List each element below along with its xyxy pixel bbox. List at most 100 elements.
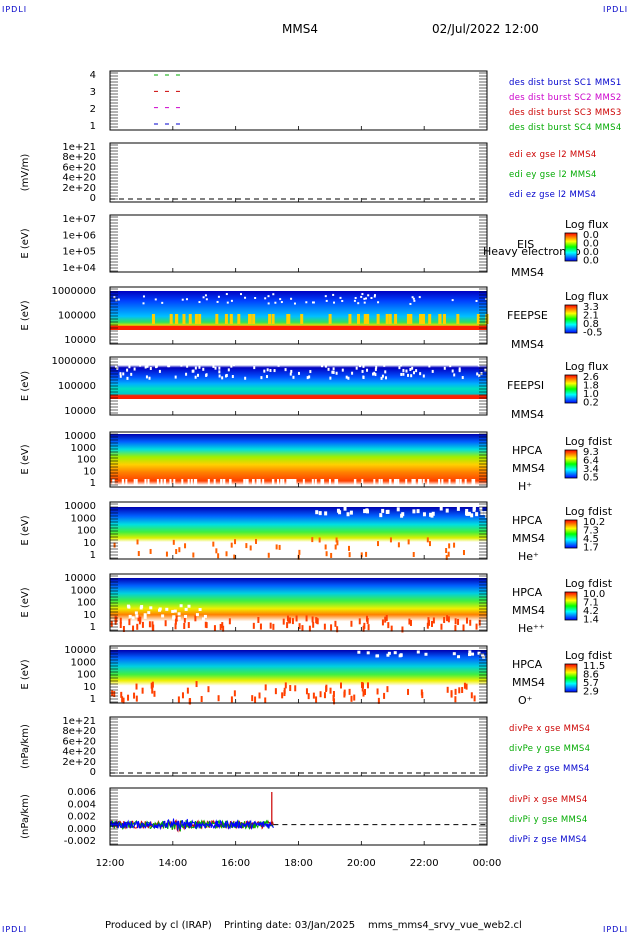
heat-speck (377, 541, 380, 547)
heat-speck (387, 622, 390, 629)
heat-speck (215, 548, 218, 554)
heat-speck (221, 622, 224, 629)
heat-speck (416, 650, 420, 654)
colorbar-label: 1.4 (583, 615, 599, 626)
heat-speck (354, 296, 357, 299)
heat-speck (411, 479, 414, 485)
heat-speck (280, 301, 283, 304)
heat-speck (366, 651, 370, 655)
heat-speck (311, 616, 314, 623)
heat-speck (177, 612, 181, 616)
heat-speck (469, 619, 472, 626)
heat-speck (225, 373, 228, 377)
heat-speck (406, 314, 410, 324)
heat-speck (231, 375, 234, 379)
side-label: MMS4 (512, 532, 545, 545)
y-tick-label: 1e+04 (62, 263, 96, 274)
heat-speck (184, 614, 188, 618)
heat-speck (407, 539, 410, 545)
heat-speck (204, 621, 207, 628)
heat-speck (329, 687, 332, 694)
legend-divpi-1: divPi y gse MMS4 (509, 815, 588, 825)
heat-speck (375, 365, 378, 369)
heat-speck (419, 479, 422, 485)
heat-speck (251, 695, 254, 702)
heat-speck (362, 376, 365, 380)
heat-speck (185, 298, 188, 301)
heat-speck (480, 372, 483, 376)
heat-speck (158, 369, 161, 373)
y-tick-label: 1000 (71, 443, 96, 454)
heat-speck (324, 511, 328, 516)
heat-speck (202, 367, 205, 371)
heat-speck (462, 550, 465, 556)
heat-speck (475, 300, 478, 303)
heat-speck (121, 696, 124, 703)
heat-speck (377, 301, 380, 304)
heat-speck (373, 371, 376, 375)
y-axis-label: (nPa/km) (20, 724, 31, 769)
heat-speck (421, 314, 425, 324)
heat-speck (408, 618, 411, 625)
y-tick-label: 0.006 (67, 787, 96, 798)
heat-speck (407, 373, 410, 377)
heat-speck (449, 364, 452, 368)
heat-speck (233, 554, 236, 560)
heat-speck (409, 314, 413, 324)
heat-speck (272, 293, 275, 296)
heat-speck (175, 549, 178, 555)
heat-speck (194, 375, 197, 379)
side-label: FEEPSI (507, 379, 544, 392)
y-tick-label: 8e+20 (62, 152, 96, 163)
heat-speck (335, 371, 338, 375)
heat-speck (336, 479, 339, 485)
heat-speck (472, 479, 475, 485)
y-tick-label: 1000000 (51, 356, 96, 367)
heat-speck (274, 688, 277, 695)
heat-speck (328, 314, 332, 324)
side-label: HPCA (512, 444, 543, 457)
heat-speck (454, 688, 457, 695)
heat-speck (301, 625, 304, 632)
y-tick-label: 10 (83, 682, 96, 693)
y-tick-label: 10000 (64, 406, 96, 417)
heat-speck (339, 296, 342, 299)
heat-speck (402, 372, 405, 376)
heat-speck (177, 616, 181, 620)
heat-speck (419, 372, 422, 376)
heat-speck (448, 543, 451, 549)
heat-speck (258, 692, 261, 699)
y-axis-label: E (eV) (20, 371, 31, 401)
y-tick-label: 100 (77, 526, 96, 537)
side-label: He⁺ (518, 550, 539, 563)
heat-speck (364, 297, 367, 300)
heat-speck (232, 363, 235, 367)
heat-speck (198, 365, 201, 369)
heat-speck (316, 618, 319, 625)
heat-speck (345, 375, 348, 379)
heat-speck (122, 372, 125, 376)
heat-speck (243, 479, 246, 485)
heat-speck (332, 690, 335, 697)
heat-speck (245, 479, 248, 485)
heat-speck (147, 611, 151, 615)
heat-speck (314, 479, 317, 485)
colorbar-scale (564, 374, 578, 404)
panel-burst: 4 3 2 1 des dist burst SC1 MMS1 des dist burs… (90, 70, 622, 133)
heatmap-fill (110, 650, 487, 701)
heat-speck (384, 616, 387, 623)
y-tick-label: 1e+05 (62, 247, 96, 258)
footer-printing-date: Printing date: 03/Jan/2025 (224, 920, 356, 931)
y-tick-label: 0 (90, 193, 96, 204)
heat-speck (426, 537, 429, 543)
heat-speck (291, 618, 294, 625)
heatmap-fill (110, 578, 487, 629)
heat-speck (135, 614, 139, 618)
colorbar-scale (564, 663, 578, 693)
heat-speck (318, 537, 321, 543)
y-tick-label: 1e+07 (62, 214, 96, 225)
heat-speck (212, 541, 215, 547)
heat-speck (363, 297, 366, 300)
